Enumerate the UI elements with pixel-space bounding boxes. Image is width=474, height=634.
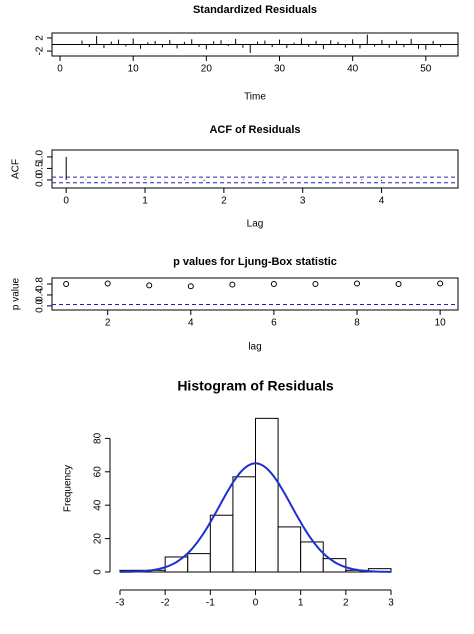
x-tick-label: -1	[206, 598, 215, 609]
x-tick-label: 10	[435, 318, 447, 329]
x-tick-label: 0	[57, 64, 63, 75]
y-tick-label: 40	[93, 499, 104, 511]
point	[437, 280, 444, 287]
point	[395, 281, 402, 288]
y-tick-label: 0.5	[35, 161, 46, 175]
plot-box	[51, 149, 459, 189]
histogram-bar	[164, 556, 189, 573]
histogram-bar	[232, 476, 257, 573]
point	[270, 281, 277, 288]
histogram-bar	[187, 553, 211, 573]
x-tick-label: 50	[420, 64, 432, 75]
x-tick-label: 2	[221, 196, 227, 207]
x-tick-label: 4	[379, 196, 385, 207]
y-tick-label: 0.4	[35, 288, 46, 302]
chart-title: ACF of Residuals	[209, 124, 300, 136]
y-tick-label: 20	[93, 533, 104, 545]
x-tick-label: 1	[142, 196, 148, 207]
plot-box	[51, 277, 459, 311]
y-tick-label: 2	[35, 35, 46, 41]
x-tick-label: 30	[274, 64, 286, 75]
point	[229, 281, 236, 288]
y-axis-label: ACF	[11, 159, 22, 179]
point	[187, 283, 194, 290]
x-tick-label: 0	[253, 598, 259, 609]
x-tick-label: 4	[188, 318, 194, 329]
y-tick-label: 0.8	[35, 277, 46, 291]
point	[354, 280, 361, 287]
x-axis-label: Lag	[247, 219, 264, 230]
y-axis-label: p value	[11, 277, 22, 310]
x-tick-label: 0	[63, 196, 69, 207]
x-tick-label: 20	[201, 64, 213, 75]
y-tick-label: 80	[93, 432, 104, 444]
x-tick-label: 2	[105, 318, 111, 329]
histogram-bar	[209, 514, 234, 573]
y-axis-label: Frequency	[63, 465, 74, 512]
histogram-bar	[255, 417, 279, 573]
y-tick-label: 0	[93, 569, 104, 575]
chart-title: p values for Ljung-Box statistic	[173, 256, 337, 268]
point	[312, 281, 319, 288]
y-tick-label: 1.0	[35, 150, 46, 164]
x-tick-label: 2	[343, 598, 349, 609]
normal-curve	[120, 462, 391, 573]
x-tick-label: 6	[271, 318, 277, 329]
y-tick-label: 0.0	[35, 299, 46, 313]
x-tick-label: 3	[300, 196, 306, 207]
chart-title: Histogram of Residuals	[177, 378, 334, 394]
x-tick-label: 3	[388, 598, 394, 609]
histogram-bar	[277, 526, 302, 573]
point	[63, 281, 70, 288]
y-tick-label: 60	[93, 466, 104, 478]
chart-title: Standardized Residuals	[193, 4, 317, 16]
y-tick-label: 0.0	[35, 173, 46, 187]
x-tick-label: 40	[347, 64, 359, 75]
x-axis-label: lag	[248, 342, 261, 353]
x-tick-label: -3	[116, 598, 125, 609]
x-tick-label: 8	[354, 318, 360, 329]
x-tick-label: -2	[161, 598, 170, 609]
x-tick-label: 1	[298, 598, 304, 609]
y-tick-label: -2	[35, 46, 46, 55]
histogram-bar	[300, 541, 324, 573]
point	[104, 280, 111, 287]
point	[146, 282, 153, 289]
x-axis-label: Time	[244, 92, 266, 103]
x-tick-label: 10	[128, 64, 140, 75]
histogram-bar	[322, 558, 347, 573]
